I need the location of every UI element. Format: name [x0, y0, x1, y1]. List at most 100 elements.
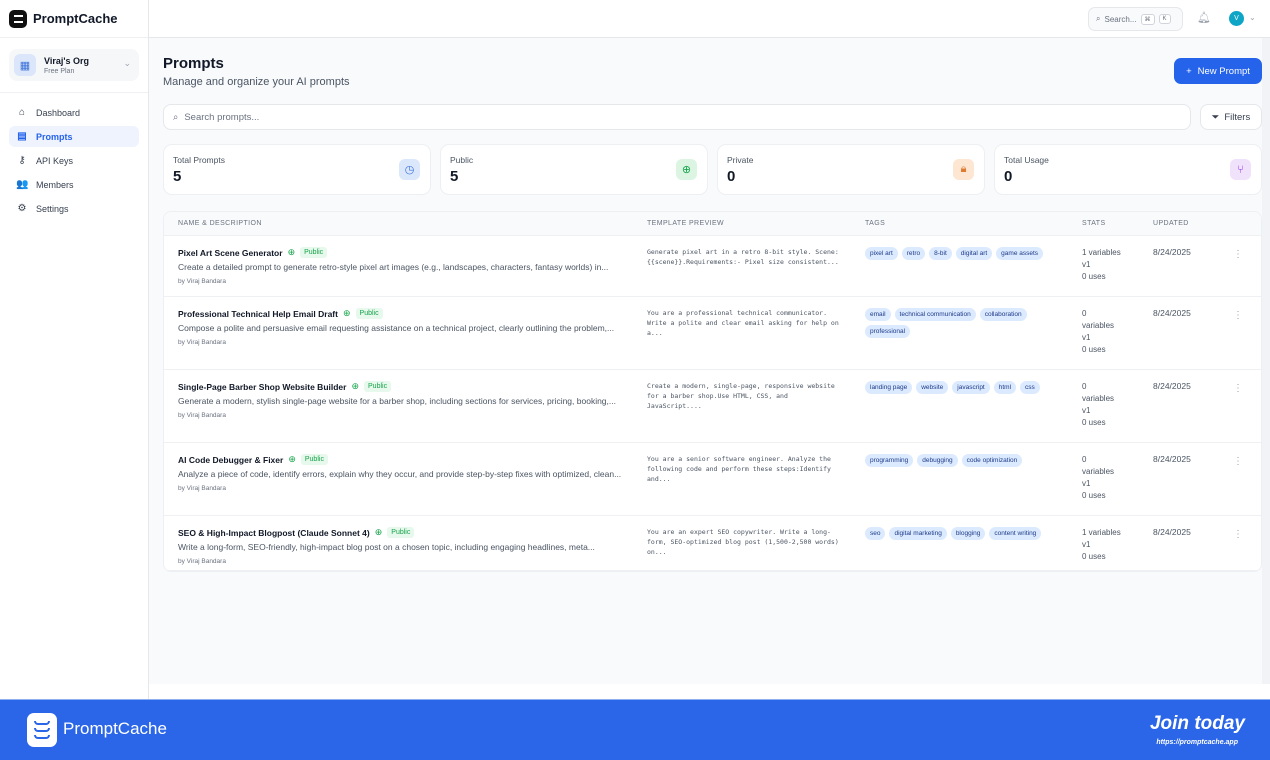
sidebar-item-members[interactable]: 👥 Members — [9, 174, 139, 195]
tag[interactable]: professional — [865, 325, 911, 338]
stat-line: v1 — [1082, 540, 1091, 549]
more-vertical-icon[interactable]: ⋮ — [1233, 529, 1243, 540]
prompt-title[interactable]: Pixel Art Scene Generator — [178, 247, 283, 258]
bell-icon[interactable]: 🔔︎ — [1197, 12, 1211, 24]
updated-date: 8/24/2025 — [1153, 308, 1191, 318]
stat-card: Total Usage 0 ⑂ — [994, 144, 1262, 195]
tag[interactable]: email — [865, 308, 891, 321]
tag[interactable]: blogging — [950, 527, 986, 540]
name-cell: Professional Technical Help Email Draft ⊕… — [178, 308, 623, 346]
tag[interactable]: debugging — [917, 454, 958, 467]
prompt-name[interactable]: Single-Page Barber Shop Website Builder ⊕… — [178, 381, 623, 392]
git-branch-icon: ⑂ — [1230, 159, 1251, 180]
prompt-name[interactable]: Professional Technical Help Email Draft ⊕… — [178, 308, 623, 319]
tag[interactable]: website — [916, 381, 949, 394]
table-row[interactable]: AI Code Debugger & Fixer ⊕ Public Analyze a… — [164, 443, 1261, 516]
stat-label: Total Prompts — [173, 155, 225, 165]
stat-line: v1 — [1082, 406, 1091, 415]
table-row[interactable]: Single-Page Barber Shop Website Builder ⊕… — [164, 370, 1261, 443]
table-header: NAME & DESCRIPTION TEMPLATE PREVIEW TAGS ST… — [164, 212, 1261, 236]
tag[interactable]: landing page — [865, 381, 913, 394]
kbd-cmd: ⌘ — [1140, 13, 1155, 25]
prompt-name[interactable]: SEO & High-Impact Blogpost (Claude Sonne… — [178, 527, 623, 538]
table-row[interactable]: SEO & High-Impact Blogpost (Claude Sonne… — [164, 516, 1261, 571]
updated-date: 8/24/2025 — [1153, 247, 1191, 257]
search-placeholder: Search prompts... — [184, 111, 260, 123]
sidebar-item-prompts[interactable]: ▤ Prompts — [9, 126, 139, 147]
tag[interactable]: 8-bit — [929, 247, 952, 260]
tag[interactable]: content writing — [989, 527, 1042, 540]
visibility-badge: Public — [355, 308, 383, 319]
prompt-description: Generate a modern, stylish single-page w… — [178, 396, 616, 406]
search-icon: ⌕ — [1096, 14, 1101, 23]
visibility-badge: Public — [387, 527, 415, 538]
global-search-button[interactable]: ⌕ Search... ⌘ K — [1088, 7, 1183, 31]
more-vertical-icon[interactable]: ⋮ — [1233, 249, 1243, 260]
tag[interactable]: seo — [865, 527, 886, 540]
tag[interactable]: pixel art — [865, 247, 898, 260]
prompt-author: by Viraj Bandara — [178, 558, 226, 565]
name-cell: SEO & High-Impact Blogpost (Claude Sonne… — [178, 527, 623, 565]
tag[interactable]: digital art — [955, 247, 993, 260]
prompt-title[interactable]: Professional Technical Help Email Draft — [178, 308, 338, 319]
tag[interactable]: game assets — [996, 247, 1044, 260]
org-name: Viraj's Org — [44, 55, 89, 66]
stat-value: 5 — [450, 168, 459, 185]
prompt-title[interactable]: AI Code Debugger & Fixer — [178, 454, 284, 465]
stat-value: 5 — [173, 168, 182, 185]
tag[interactable]: code optimization — [961, 454, 1023, 467]
home-icon: ⌂ — [18, 107, 26, 118]
tag[interactable]: collaboration — [979, 308, 1027, 321]
stat-line: v1 — [1082, 479, 1091, 488]
promo-banner: PromptCache Join today https://promptcac… — [0, 699, 1270, 760]
table-row[interactable]: Pixel Art Scene Generator ⊕ Public Create a… — [164, 236, 1261, 297]
prompt-name[interactable]: AI Code Debugger & Fixer ⊕ Public — [178, 454, 623, 465]
column-header: NAME & DESCRIPTION — [178, 220, 262, 227]
tag[interactable]: html — [993, 381, 1017, 394]
table-row[interactable]: Professional Technical Help Email Draft ⊕… — [164, 297, 1261, 370]
footer-url[interactable]: https://promptcache.app — [1156, 739, 1238, 746]
more-vertical-icon[interactable]: ⋮ — [1233, 310, 1243, 321]
tag[interactable]: programming — [865, 454, 914, 467]
prompt-title[interactable]: Single-Page Barber Shop Website Builder — [178, 381, 347, 392]
brand[interactable]: PromptCache — [0, 0, 148, 38]
column-header: TEMPLATE PREVIEW — [647, 220, 725, 227]
tag[interactable]: javascript — [952, 381, 990, 394]
search-prompts-input[interactable]: ⌕ Search prompts... — [163, 104, 1191, 130]
avatar[interactable]: V — [1229, 11, 1244, 26]
scrollbar[interactable] — [1262, 38, 1270, 699]
sidebar-item-api-keys[interactable]: ⚷ API Keys — [9, 150, 139, 171]
sidebar-item-dashboard[interactable]: ⌂ Dashboard — [9, 102, 139, 123]
stat-line: 0 uses — [1082, 552, 1106, 561]
globe-icon: ⊕ — [351, 381, 360, 391]
updated-date: 8/24/2025 — [1153, 527, 1191, 537]
org-plan: Free Plan — [44, 67, 75, 75]
sidebar-item-settings[interactable]: ⚙ Settings — [9, 198, 139, 219]
prompt-title[interactable]: SEO & High-Impact Blogpost (Claude Sonne… — [178, 527, 370, 538]
stat-line: v1 — [1082, 260, 1091, 269]
sidebar-item-label: Prompts — [36, 131, 73, 142]
tag[interactable]: retro — [901, 247, 926, 260]
tag[interactable]: css — [1020, 381, 1040, 394]
new-prompt-button[interactable]: + New Prompt — [1174, 58, 1262, 84]
stat-card: Public 5 ⊕ — [440, 144, 708, 195]
tag[interactable]: digital marketing — [889, 527, 947, 540]
more-vertical-icon[interactable]: ⋮ — [1233, 456, 1243, 467]
topbar: ⌕ Search... ⌘ K 🔔︎ V ⌄ — [149, 0, 1270, 38]
name-cell: AI Code Debugger & Fixer ⊕ Public Analyze a… — [178, 454, 623, 492]
more-vertical-icon[interactable]: ⋮ — [1233, 383, 1243, 394]
sidebar-item-label: Members — [36, 179, 74, 190]
stat-line: 0 uses — [1082, 491, 1106, 500]
chevron-down-icon[interactable]: ⌄ — [1249, 13, 1256, 22]
tag[interactable]: technical communication — [894, 308, 976, 321]
users-icon: 👥 — [16, 179, 29, 190]
prompt-name[interactable]: Pixel Art Scene Generator ⊕ Public — [178, 247, 623, 258]
org-switcher[interactable]: ▦ Viraj's Org Free Plan ⌄ — [9, 49, 139, 81]
filter-icon: ⏷ — [1211, 111, 1220, 123]
prompt-author: by Viraj Bandara — [178, 339, 226, 346]
brand-name: PromptCache — [33, 11, 118, 26]
tags-cell: email technical communication collaboratio… — [865, 308, 1065, 338]
join-today[interactable]: Join today — [1149, 713, 1245, 734]
stat-label: Public — [450, 155, 474, 165]
filters-button[interactable]: ⏷ Filters — [1200, 104, 1262, 130]
